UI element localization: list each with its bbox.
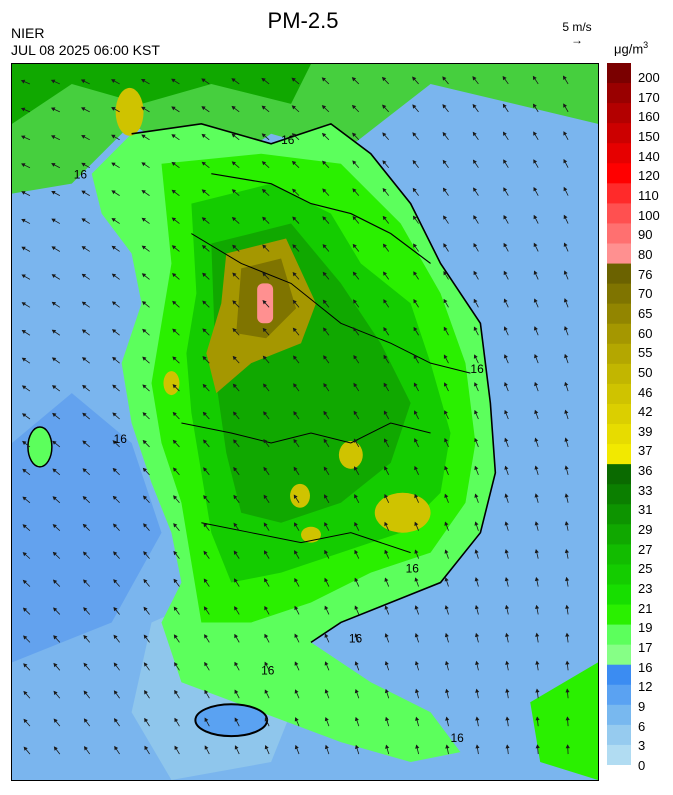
- colorbar-tick-label: 27: [638, 541, 653, 557]
- colorbar-swatch: [607, 403, 631, 425]
- colorbar-swatch: [607, 103, 631, 124]
- colorbar-tick-label: 9: [638, 699, 646, 715]
- colorbar-tick-label: 31: [638, 502, 653, 518]
- colorbar-tick-label: 16: [638, 659, 653, 675]
- colorbar-tick-label: 170: [638, 89, 660, 105]
- colorbar-swatch: [607, 83, 631, 104]
- unit-base: μg/m: [614, 41, 644, 57]
- colorbar-tick-label: 25: [638, 561, 653, 577]
- colorbar-tick-label: 110: [638, 187, 659, 203]
- colorbar-tick-label: 29: [638, 522, 653, 538]
- colorbar-tick-label: 17: [638, 640, 653, 656]
- contour-label: 16: [261, 663, 275, 677]
- contour-label: 16: [281, 133, 295, 147]
- map-title: PM-2.5: [267, 8, 339, 33]
- colorbar-swatch: [607, 143, 631, 164]
- colorbar-swatch: [607, 724, 631, 746]
- colorbar-tick-label: 39: [638, 423, 653, 439]
- pm25-map: 16 16 16 16 16 16 16 16: [11, 63, 599, 781]
- issuer-block: NIER JUL 08 2025 06:00 KST: [11, 25, 160, 59]
- colorbar-swatch: [607, 664, 631, 686]
- colorbar-swatch: [607, 223, 631, 245]
- colorbar-swatch: [607, 684, 631, 706]
- colorbar-swatch: [607, 383, 631, 405]
- colorbar-tick-label: 90: [638, 227, 653, 243]
- agency-name: NIER: [11, 25, 45, 41]
- wind-scale-arrow-icon: →: [571, 33, 583, 47]
- colorbar-tick-label: 6: [638, 718, 646, 734]
- colorbar-tick-label: 120: [638, 168, 660, 184]
- colorbar-tick-label: 0: [638, 758, 646, 773]
- colorbar-tick-label: 150: [638, 128, 660, 144]
- colorbar-swatch: [607, 363, 631, 385]
- colorbar-swatch: [607, 744, 631, 765]
- colorbar-swatch: [607, 243, 631, 265]
- colorbar-swatch: [607, 524, 631, 545]
- contour-label: 16: [470, 362, 484, 376]
- colorbar-tick-label: 36: [638, 463, 653, 479]
- colorbar-swatch: [607, 323, 631, 345]
- colorbar-tick-label: 140: [638, 148, 660, 164]
- colorbar-tick-label: 3: [638, 738, 646, 754]
- colorbar-tick-label: 33: [638, 482, 653, 498]
- colorbar-swatch: [607, 604, 631, 626]
- forecast-datetime: JUL 08 2025 06:00 KST: [11, 42, 160, 58]
- wind-arrow-icon: [20, 75, 570, 755]
- colorbar-swatch: [607, 123, 631, 144]
- colorbar-tick-label: 60: [638, 325, 653, 341]
- contour-label: 16: [349, 631, 363, 645]
- wind-scale-key: 5 m/s →: [552, 20, 602, 47]
- colorbar-tick-label: 42: [638, 404, 653, 420]
- colorbar-swatch: [607, 263, 631, 285]
- colorbar-swatch: [607, 444, 631, 465]
- contour-label: 16: [74, 168, 88, 182]
- colorbar-tick-label: 76: [638, 266, 653, 282]
- colorbar-tick-label: 23: [638, 581, 653, 597]
- colorbar-tick-label: 19: [638, 620, 653, 636]
- colorbar-tick-label: 37: [638, 443, 653, 459]
- colorbar-swatch: [607, 544, 631, 565]
- colorbar-swatch: [607, 424, 631, 445]
- colorbar-swatch: [607, 484, 631, 505]
- contour-label: 16: [451, 731, 465, 745]
- colorbar: [607, 63, 631, 765]
- colorbar-tick-label: 80: [638, 246, 653, 262]
- colorbar-swatch: [607, 704, 631, 726]
- colorbar-tick-label: 100: [638, 207, 660, 223]
- colorbar-swatch: [607, 283, 631, 305]
- colorbar-tick-label: 70: [638, 286, 653, 302]
- colorbar-swatch: [607, 183, 631, 204]
- colorbar-swatch: [607, 644, 631, 666]
- colorbar-tick-label: 50: [638, 364, 653, 380]
- colorbar-swatch: [607, 303, 631, 325]
- colorbar-tick-label: 55: [638, 345, 653, 361]
- colorbar-swatch: [607, 464, 631, 485]
- unit-exponent: 3: [643, 40, 649, 50]
- colorbar-tick-label: 12: [638, 679, 653, 695]
- colorbar-swatch: [607, 203, 631, 224]
- colorbar-tick-label: 200: [638, 70, 660, 85]
- colorbar-swatch: [607, 63, 631, 84]
- colorbar-swatch: [607, 343, 631, 365]
- colorbar-tick-label: 21: [638, 600, 653, 616]
- unit-label: μg/m3: [614, 40, 648, 56]
- contour-label: 16: [406, 562, 420, 576]
- colorbar-tick-label: 160: [638, 109, 660, 125]
- colorbar-tick-label: 65: [638, 305, 653, 321]
- colorbar-swatch: [607, 504, 631, 525]
- colorbar-swatch: [607, 624, 631, 646]
- wind-scale-label: 5 m/s: [562, 20, 592, 34]
- contour-label: 16: [114, 432, 128, 446]
- colorbar-tick-label: 46: [638, 384, 653, 400]
- colorbar-swatch: [607, 163, 631, 184]
- colorbar-swatch: [607, 564, 631, 585]
- colorbar-swatch: [607, 584, 631, 606]
